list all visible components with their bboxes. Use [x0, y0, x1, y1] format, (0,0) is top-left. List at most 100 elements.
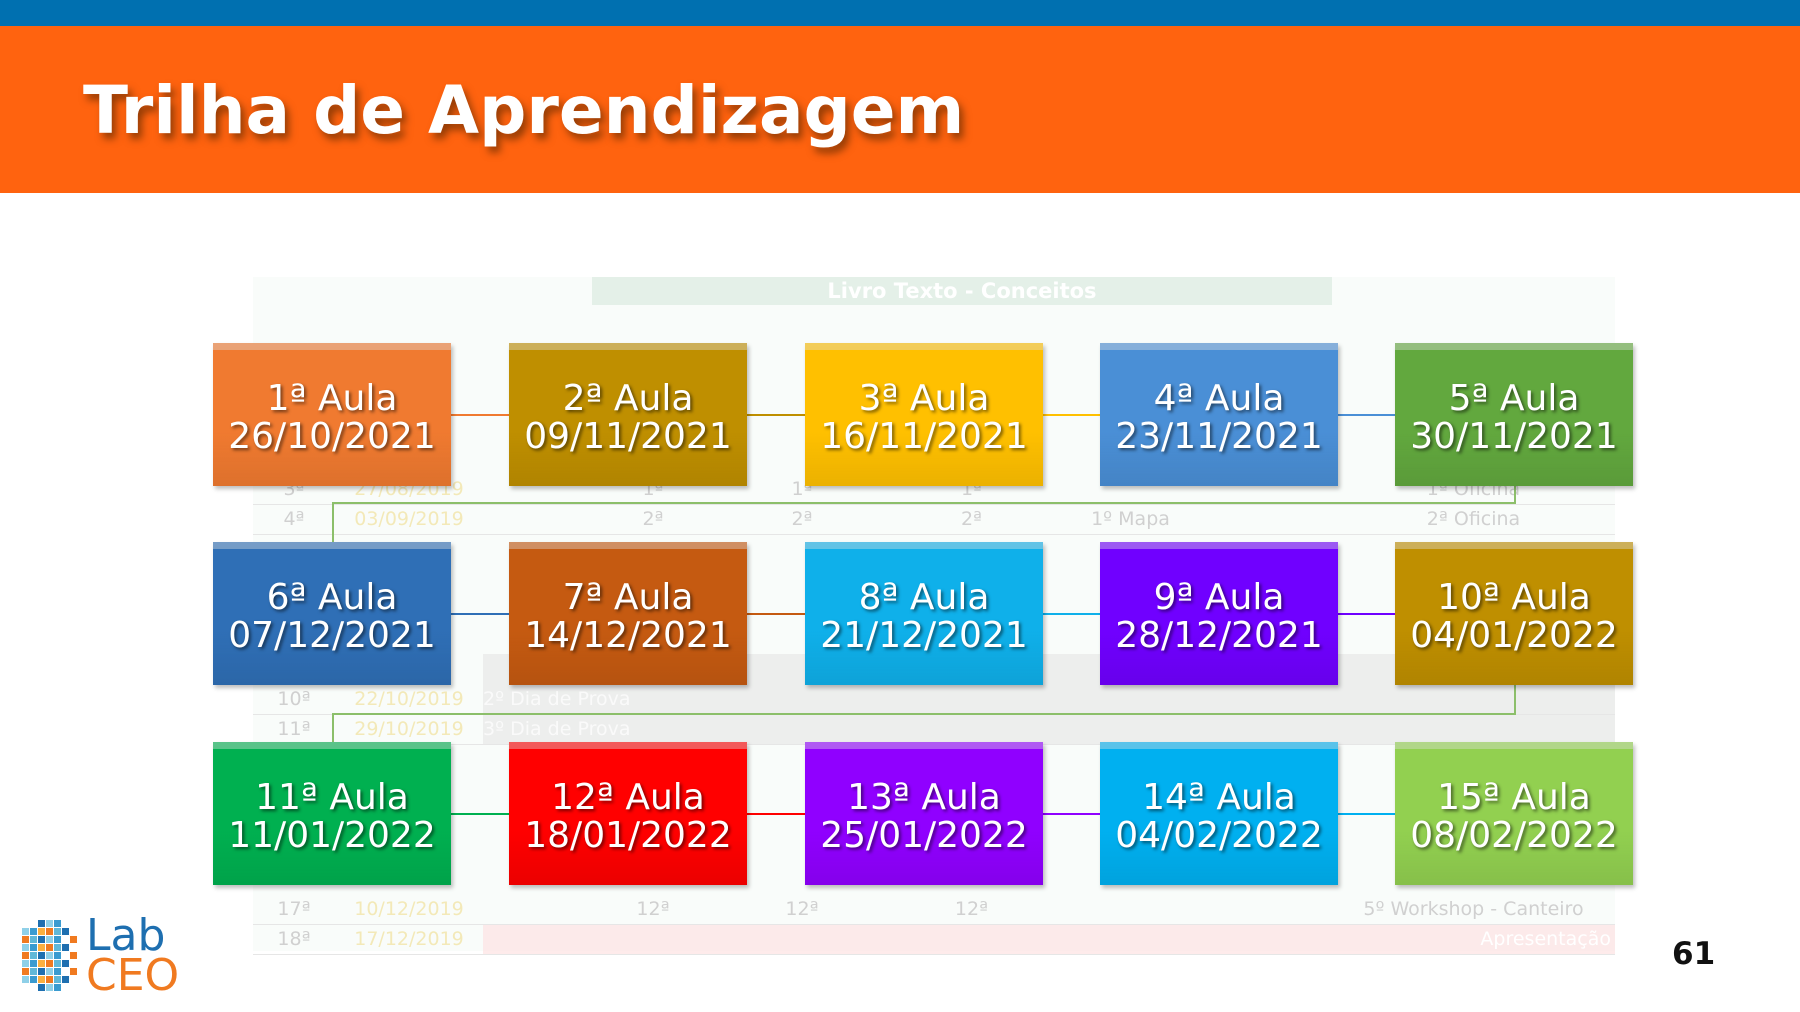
- flow-arrow: [451, 813, 509, 815]
- table-cell-date: 29/10/2019: [354, 718, 464, 740]
- labceo-logo: Lab CEO: [22, 914, 182, 1001]
- page-number: 61: [1672, 936, 1716, 972]
- lesson-card[interactable]: 4ª Aula 23/11/2021: [1100, 343, 1338, 486]
- table-cell-date: 10/12/2019: [354, 898, 464, 920]
- flow-arrow: [1338, 613, 1395, 615]
- lesson-label: 13ª Aula: [847, 777, 1001, 818]
- logo-text-ceo: CEO: [86, 950, 180, 1001]
- table-cell-c3: 2ª: [642, 508, 664, 530]
- lesson-label: 14ª Aula: [1142, 777, 1296, 818]
- table-cell-date: 03/09/2019: [354, 508, 464, 530]
- table-band-text: Apresentação: [1480, 928, 1611, 950]
- table-row: 3ª 27/08/2019 1ª 1ª 1ª 1ª Oficina: [253, 474, 1615, 505]
- lesson-date: 18/01/2022: [524, 815, 732, 856]
- flow-arrow: [1338, 414, 1395, 416]
- flow-arrow: [1043, 613, 1100, 615]
- flow-arrow: [1043, 414, 1100, 416]
- top-accent-bar: [0, 0, 1800, 26]
- table-cell-num: 11ª: [277, 718, 311, 740]
- lesson-card[interactable]: 10ª Aula 04/01/2022: [1395, 542, 1633, 685]
- flow-arrow: [1043, 813, 1100, 815]
- table-cell-date: 17/12/2019: [354, 928, 464, 950]
- lesson-card[interactable]: 5ª Aula 30/11/2021: [1395, 343, 1633, 486]
- table-cell-c6: 1º Mapa: [1091, 508, 1170, 530]
- row-connector: [1514, 486, 1516, 502]
- lesson-label: 6ª Aula: [266, 577, 398, 618]
- flow-arrow: [451, 613, 509, 615]
- exam-band: [483, 684, 1615, 714]
- table-cell-num: 4ª: [283, 508, 305, 530]
- lesson-card[interactable]: 2ª Aula 09/11/2021: [509, 343, 747, 486]
- lesson-label: 12ª Aula: [551, 777, 705, 818]
- lesson-label: 15ª Aula: [1437, 777, 1591, 818]
- page-title: Trilha de Aprendizagem: [83, 72, 965, 149]
- row-connector: [332, 502, 1516, 504]
- flow-arrow: [1338, 813, 1395, 815]
- lesson-date: 30/11/2021: [1410, 416, 1618, 457]
- lesson-date: 09/11/2021: [524, 416, 732, 457]
- lesson-date: 08/02/2022: [1410, 815, 1618, 856]
- lesson-card[interactable]: 3ª Aula 16/11/2021: [805, 343, 1043, 486]
- lesson-label: 7ª Aula: [562, 577, 694, 618]
- table-cell-c4: 12ª: [785, 898, 819, 920]
- logo-text-lab: Lab: [86, 910, 166, 961]
- lesson-date: 07/12/2021: [228, 615, 436, 656]
- flow-arrow: [747, 613, 805, 615]
- row-connector: [1514, 685, 1516, 713]
- presentation-band: [483, 924, 1615, 954]
- lesson-card[interactable]: 12ª Aula 18/01/2022: [509, 742, 747, 885]
- table-row: 18ª 17/12/2019 Apresentação: [253, 924, 1615, 955]
- table-cell-num: 17ª: [277, 898, 311, 920]
- table-row: 17ª 10/12/2019 12ª 12ª 12ª 5º Workshop - Cant…: [253, 894, 1615, 925]
- flow-arrow: [747, 813, 805, 815]
- lesson-date: 23/11/2021: [1115, 416, 1323, 457]
- table-cell-c5: 2ª: [960, 508, 983, 530]
- flow-arrow: [747, 414, 805, 416]
- table-cell-c3: 12ª: [636, 898, 670, 920]
- lesson-label: 9ª Aula: [1153, 577, 1285, 618]
- lesson-label: 10ª Aula: [1437, 577, 1591, 618]
- lesson-date: 04/01/2022: [1410, 615, 1618, 656]
- lesson-date: 16/11/2021: [820, 416, 1028, 457]
- lesson-label: 4ª Aula: [1153, 378, 1285, 419]
- exam-band: [483, 714, 1615, 744]
- lesson-card[interactable]: 7ª Aula 14/12/2021: [509, 542, 747, 685]
- flow-arrow: [451, 414, 509, 416]
- logo-mosaic-icon: [22, 920, 77, 991]
- table-cell-date: 22/10/2019: [354, 688, 464, 710]
- table-row: 4ª 03/09/2019 2ª 2ª 2ª 1º Mapa 2ª Oficina: [253, 504, 1615, 535]
- lesson-label: 1ª Aula: [266, 378, 398, 419]
- lesson-card[interactable]: 15ª Aula 08/02/2022: [1395, 742, 1633, 885]
- lesson-label: 5ª Aula: [1448, 378, 1580, 419]
- lesson-date: 28/12/2021: [1115, 615, 1323, 656]
- lesson-label: 8ª Aula: [858, 577, 990, 618]
- lesson-label: 11ª Aula: [255, 777, 409, 818]
- table-band-text: 2º Dia de Prova: [483, 688, 631, 710]
- lesson-date: 25/01/2022: [820, 815, 1028, 856]
- title-banner: [0, 26, 1800, 193]
- table-cell-c5: 12ª: [954, 898, 989, 920]
- table-cell-c8: 5º Workshop - Canteiro: [1363, 898, 1584, 920]
- lesson-date: 21/12/2021: [820, 615, 1028, 656]
- lesson-card[interactable]: 11ª Aula 11/01/2022: [213, 742, 451, 885]
- table-row: 10ª 22/10/2019 2º Dia de Prova: [253, 684, 1615, 715]
- table-cell-c4: 2ª: [791, 508, 813, 530]
- table-row: 11ª 29/10/2019 3º Dia de Prova: [253, 714, 1615, 745]
- row-connector: [332, 713, 334, 742]
- table-header: Livro Texto - Conceitos: [592, 277, 1332, 305]
- table-cell-num: 10ª: [277, 688, 311, 710]
- table-band-text: 3º Dia de Prova: [483, 718, 631, 740]
- lesson-card[interactable]: 14ª Aula 04/02/2022: [1100, 742, 1338, 885]
- lesson-card[interactable]: 6ª Aula 07/12/2021: [213, 542, 451, 685]
- lesson-label: 3ª Aula: [858, 378, 990, 419]
- lesson-date: 14/12/2021: [524, 615, 732, 656]
- lesson-card[interactable]: 8ª Aula 21/12/2021: [805, 542, 1043, 685]
- table-cell-c8: 2ª Oficina: [1426, 508, 1521, 530]
- lesson-card[interactable]: 13ª Aula 25/01/2022: [805, 742, 1043, 885]
- lesson-card[interactable]: 9ª Aula 28/12/2021: [1100, 542, 1338, 685]
- lesson-card[interactable]: 1ª Aula 26/10/2021: [213, 343, 451, 486]
- lesson-date: 26/10/2021: [228, 416, 436, 457]
- lesson-date: 04/02/2022: [1115, 815, 1323, 856]
- row-connector: [332, 713, 1516, 715]
- row-connector: [332, 502, 334, 542]
